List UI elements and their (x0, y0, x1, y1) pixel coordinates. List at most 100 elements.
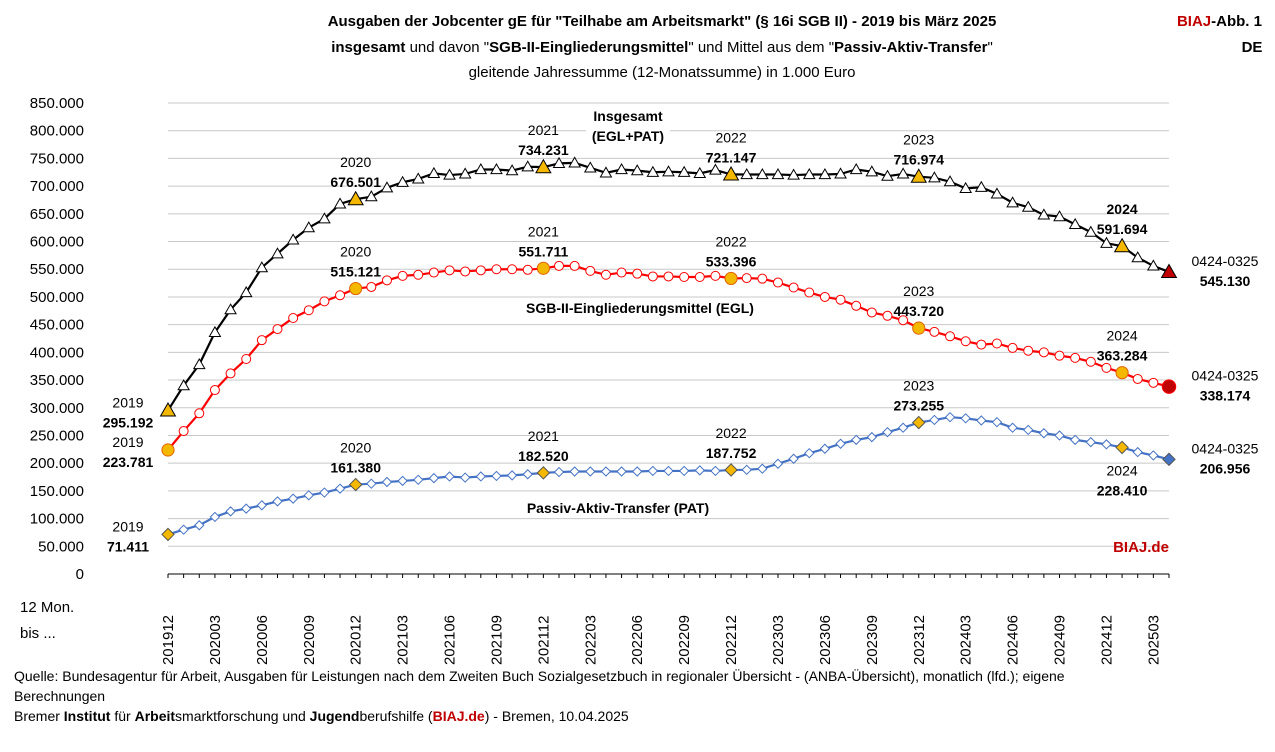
annotation-value-egl: 223.781 (103, 454, 154, 470)
annotation-year-pat: 2021 (528, 428, 559, 444)
x-tick-label: 202303 (770, 615, 787, 665)
data-point-pat (272, 496, 283, 507)
data-point-pat (600, 466, 612, 477)
data-point-egl (303, 305, 314, 316)
data-point-pat (1054, 430, 1065, 441)
data-point-pat (1101, 439, 1112, 450)
data-point-egl (632, 268, 643, 279)
data-point-pat (724, 463, 738, 477)
label-background (520, 298, 760, 318)
inst-part-7: berufshilfe ( (359, 708, 433, 724)
data-point-pat (366, 478, 377, 489)
x-tick-label: 202306 (817, 615, 834, 665)
data-point-total (255, 261, 269, 273)
data-point-pat (444, 471, 455, 482)
series-label-total-line1: Insgesamt (593, 108, 663, 124)
data-point-total (521, 160, 535, 172)
series (159, 156, 1178, 542)
data-point-pat (319, 487, 330, 498)
y-tick-label: 750.000 (30, 150, 84, 167)
data-point-egl (788, 282, 799, 293)
y-tick-label: 0 (76, 566, 84, 583)
data-point-pat (506, 470, 518, 481)
y-tick-label: 150.000 (30, 483, 84, 500)
data-point-total (722, 165, 740, 181)
data-point-egl (209, 385, 220, 396)
data-point-egl (882, 310, 893, 321)
data-point-egl (161, 443, 175, 457)
data-point-pat (1023, 424, 1034, 436)
data-point-pat (1085, 436, 1097, 448)
data-point-pat (209, 511, 221, 523)
annotation-year-pat: 2024 (1107, 462, 1138, 478)
data-point-total (490, 162, 503, 175)
x-tick-label: 202006 (254, 615, 271, 665)
annotation-year-egl: 2019 (112, 434, 143, 450)
inst-part-2: Institut (63, 708, 111, 724)
annotation-value-total: 591.694 (1097, 221, 1148, 237)
annotation-year-pat: 2019 (112, 518, 143, 534)
data-point-total (443, 168, 456, 180)
chart-title: Ausgaben der Jobcenter gE für "Teilhabe … (328, 13, 997, 30)
x-tick-label: 202403 (958, 615, 975, 665)
data-point-egl (1085, 356, 1096, 367)
data-point-egl (616, 267, 627, 278)
annotation-value-pat: 228.410 (1097, 482, 1148, 498)
data-point-pat (1038, 428, 1050, 439)
data-point-egl (804, 287, 815, 298)
y-tick-label: 450.000 (30, 317, 84, 334)
data-point-total (771, 167, 785, 180)
subtitle-part-5: Passiv-Aktiv-Transfer (834, 39, 988, 56)
annotations: 2019 295.192 2020 676.501 2021 734.231 2022 721… (103, 122, 1259, 554)
data-point-total (802, 167, 816, 180)
x-tick-label: 202112 (535, 616, 552, 665)
data-point-egl (413, 269, 424, 280)
x-tick-label: 202312 (911, 615, 928, 665)
data-point-total (474, 162, 488, 175)
data-point-pat (1069, 434, 1081, 446)
x-tick-label: 202412 (1098, 615, 1115, 665)
data-point-egl (585, 265, 596, 276)
x-tick-label: 202209 (676, 615, 693, 665)
data-point-total (865, 165, 879, 177)
data-point-egl (319, 296, 330, 307)
data-point-pat (334, 483, 346, 494)
inst-part-3: für (110, 708, 135, 724)
x-tick-label: 202503 (1145, 615, 1162, 665)
data-point-pat (850, 434, 862, 446)
data-point-total (1021, 200, 1035, 212)
data-point-egl (1161, 379, 1177, 394)
subtitle-part-4: " und Mittel aus dem " (688, 39, 834, 56)
data-point-egl (1115, 366, 1129, 380)
data-point-total (208, 325, 222, 338)
institute-line: Bremer Institut für Arbeitsmarktforschun… (14, 706, 1065, 726)
x-tick-label: 202309 (864, 615, 881, 665)
data-point-pat (256, 500, 268, 511)
y-tick-label: 300.000 (30, 400, 84, 417)
data-point-total (427, 166, 441, 178)
label-background (585, 126, 671, 146)
data-point-total (974, 180, 988, 192)
data-point-pat (663, 465, 674, 477)
data-point-pat (1007, 422, 1018, 433)
data-point-pat (897, 422, 909, 433)
data-point-egl (507, 264, 518, 275)
annotation-value-total: 721.147 (706, 149, 757, 165)
data-point-total (1146, 259, 1160, 271)
data-point-egl (835, 294, 846, 305)
data-point-pat (381, 476, 393, 488)
annotation-year-egl: 2020 (340, 244, 371, 260)
data-point-pat (475, 471, 487, 482)
data-point-total (881, 169, 894, 181)
annotation-value-pat: 182.520 (518, 448, 569, 464)
data-point-egl (444, 265, 455, 276)
figure-badge: BIAJ-Abb. 1 (1177, 13, 1262, 30)
y-tick-label: 500.000 (30, 289, 84, 306)
x-tick-label: 202103 (395, 615, 412, 665)
x-tick-label: 202109 (488, 615, 505, 665)
data-point-total (1053, 210, 1066, 222)
annotation-value-egl: 363.284 (1097, 348, 1148, 364)
y-tick-label: 600.000 (30, 234, 84, 251)
inst-part-4: Arbeit (134, 708, 176, 724)
